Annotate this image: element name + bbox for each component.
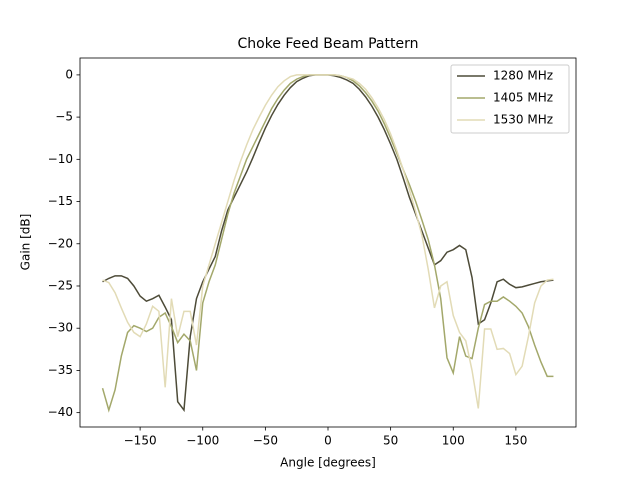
y-tick-label: −30 [48,321,73,335]
y-tick-label: −35 [48,363,73,377]
y-tick-label: −40 [48,405,73,419]
x-tick-label: 0 [324,434,332,448]
legend-label: 1530 MHz [493,113,553,127]
y-tick-label: −20 [48,236,73,250]
y-axis-label: Gain [dB] [19,214,33,271]
x-tick-label: −50 [253,434,278,448]
x-tick-label: −150 [124,434,157,448]
chart-title: Choke Feed Beam Pattern [238,36,419,52]
plot-frame [79,57,577,428]
y-tick-label: −15 [48,194,73,208]
y-tick-label: −10 [48,152,73,166]
y-tick-label: −5 [55,110,73,124]
legend-label: 1280 MHz [493,69,553,83]
legend-label: 1405 MHz [493,91,553,105]
y-tick-label: −25 [48,278,73,292]
x-tick-label: 150 [504,434,527,448]
y-tick-label: 0 [65,67,73,81]
x-tick-label: −100 [186,434,219,448]
legend-box [450,64,570,134]
x-tick-label: 100 [442,434,465,448]
x-axis-label: Angle [degrees] [280,456,376,470]
x-tick-label: 50 [383,434,398,448]
data-line [102,74,554,409]
